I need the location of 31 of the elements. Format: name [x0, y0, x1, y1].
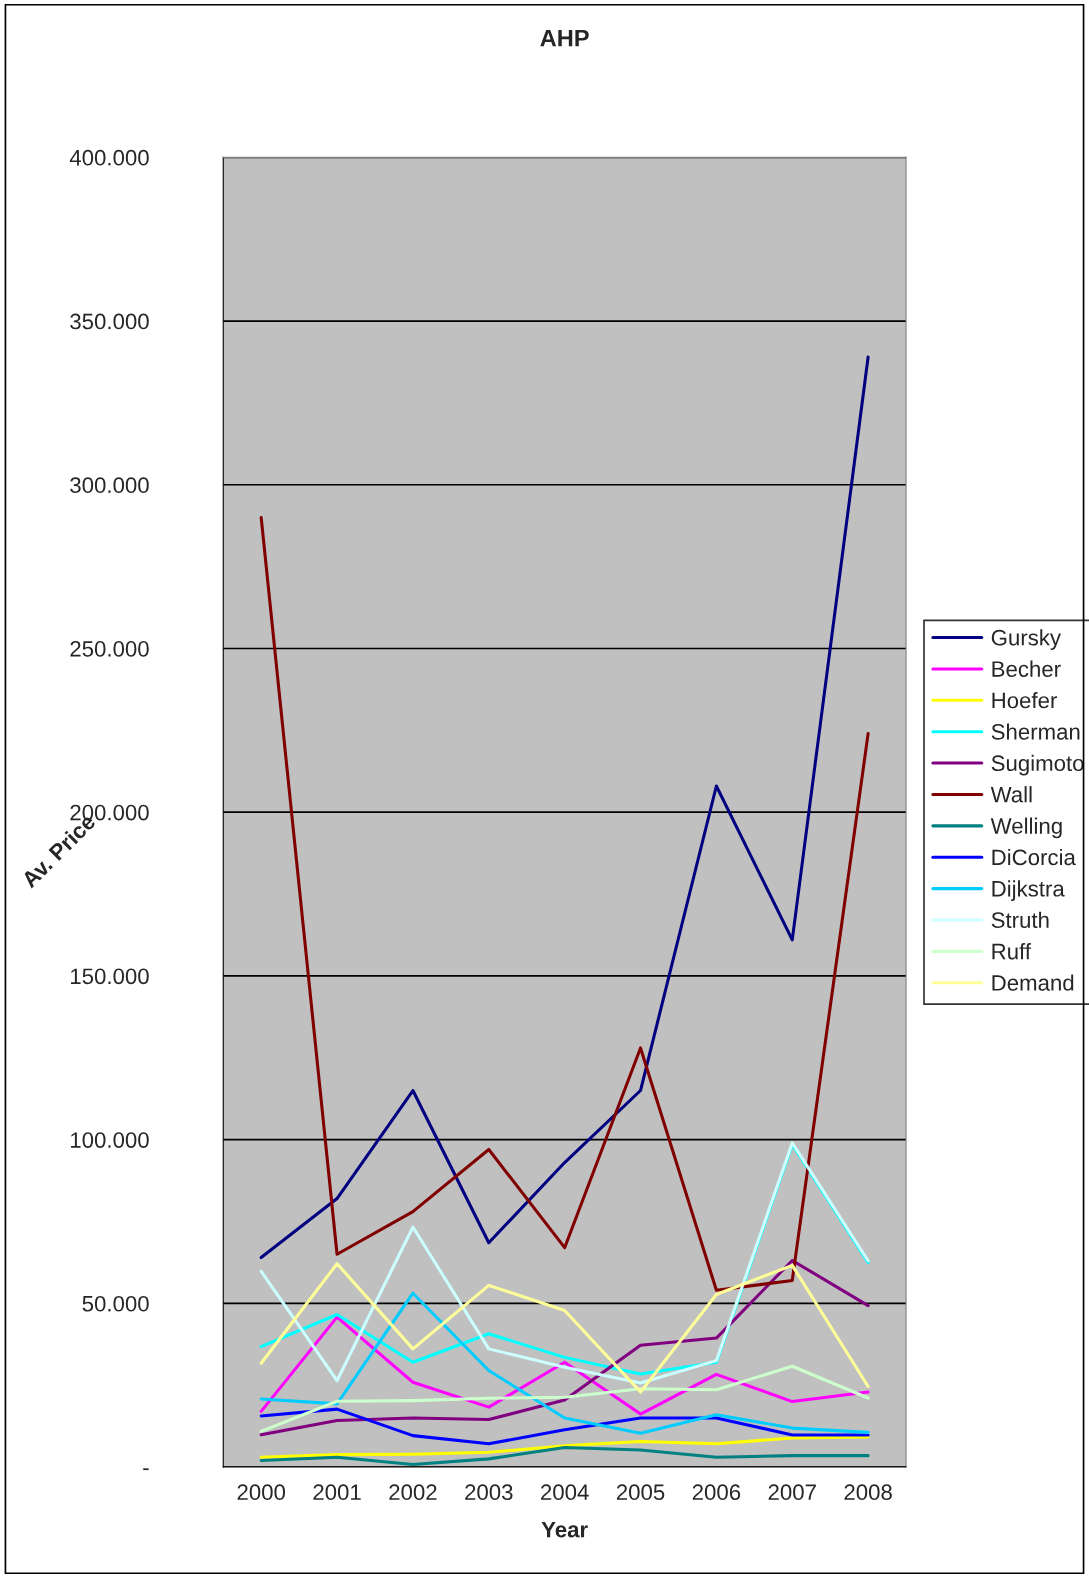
y-tick-label: 300.000 [70, 477, 149, 494]
chart-title: AHP [540, 29, 589, 47]
y-tick-label: 350.000 [70, 313, 149, 330]
legend-label: Wall [990, 786, 1032, 803]
x-tick-label: 2001 [313, 1484, 361, 1501]
legend-label: Demand [992, 974, 1074, 991]
legend-label: Sugimoto [991, 754, 1084, 776]
y-tick-label: 400.000 [69, 149, 149, 166]
y-tick-label: - [143, 1468, 149, 1471]
x-tick-label: 2005 [616, 1484, 665, 1501]
y-tick-label: 150.000 [71, 968, 149, 985]
x-tick-label: 2008 [844, 1484, 892, 1501]
legend-label: DiCorcia [992, 848, 1076, 866]
legend-label: Becher [992, 660, 1061, 677]
x-tick-label: 2000 [237, 1484, 286, 1501]
legend-label: Hoefer [992, 692, 1057, 709]
y-tick-label: 250.000 [70, 641, 149, 657]
legend-label: Sherman [991, 723, 1080, 740]
x-axis-title: Year [541, 1521, 588, 1538]
legend-label: Gursky [991, 629, 1061, 650]
x-tick-label: 2004 [541, 1484, 589, 1501]
x-tick-label: 2003 [465, 1484, 513, 1501]
y-tick-label: 100.000 [71, 1132, 149, 1148]
legend-label: Welling [990, 817, 1062, 839]
x-tick-label: 2007 [768, 1484, 816, 1501]
legend-label: Ruff [992, 943, 1032, 960]
legend-label: Dijkstra [992, 880, 1065, 902]
legend-label: Struth [991, 911, 1049, 928]
x-tick-label: 2002 [389, 1484, 437, 1501]
x-tick-label: 2006 [692, 1484, 741, 1501]
y-tick-label: 50.000 [82, 1295, 149, 1312]
